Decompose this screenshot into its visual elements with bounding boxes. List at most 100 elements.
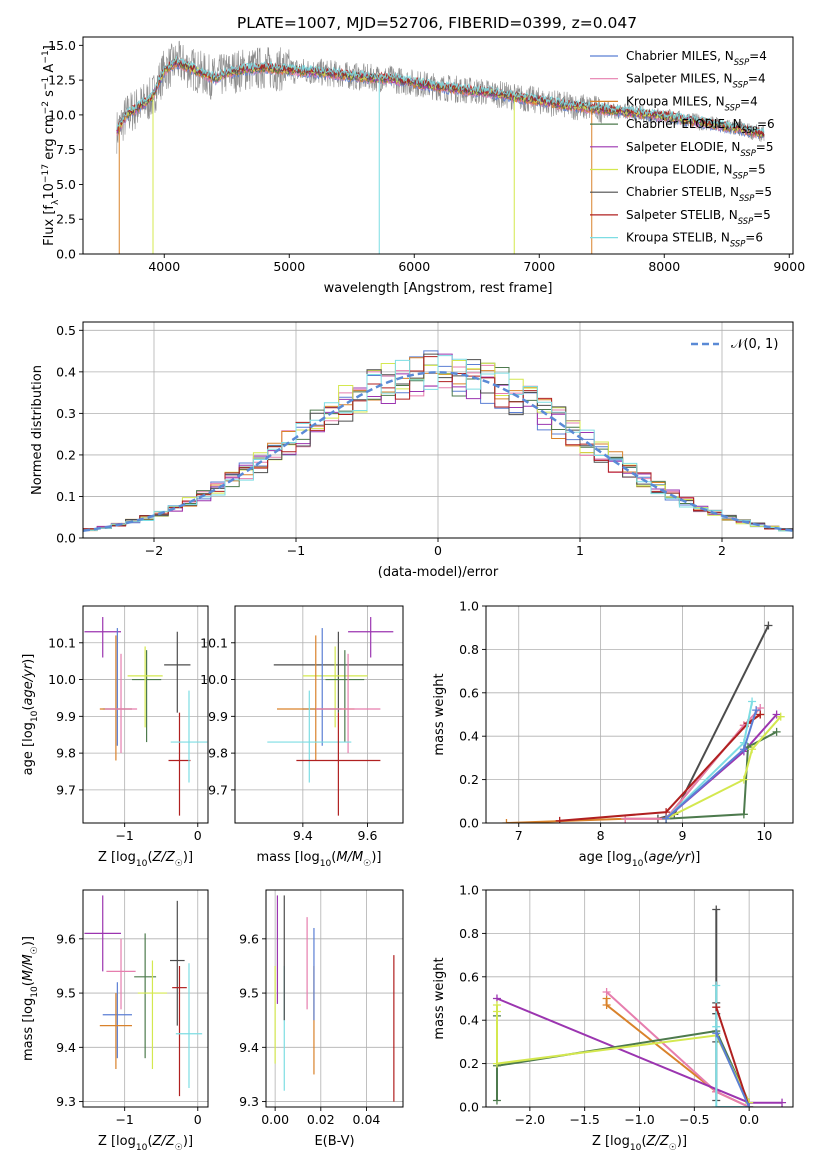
y-tick-label: 10.0 bbox=[48, 107, 76, 122]
massweight-line bbox=[715, 1032, 751, 1107]
mass-vs-Z-panel: −1 0 9.3 9.4 9.5 9.6 Z [log10(Z/Z☉)] mass [log1… bbox=[21, 889, 209, 1153]
massweight-marker bbox=[712, 1103, 721, 1107]
y-tick-label: 0.8 bbox=[459, 926, 479, 941]
x-axis-label: age [log10(age/yr)] bbox=[579, 850, 701, 869]
errorbar-point bbox=[84, 895, 122, 972]
x-tick-label: 8000 bbox=[648, 259, 680, 274]
massweight-marker bbox=[602, 1001, 611, 1010]
x-tick-label: 1 bbox=[576, 543, 584, 558]
mass-vs-EBV-plot-area bbox=[274, 895, 395, 1102]
y-tick-label: 9.6 bbox=[239, 931, 259, 946]
x-axis-label: Z [log10(Z/Z☉)] bbox=[98, 1134, 193, 1153]
massweight-marker bbox=[739, 745, 748, 754]
y-tick-label: 0.0 bbox=[56, 247, 76, 262]
y-tick-label: 0.4 bbox=[56, 364, 76, 379]
massweight-line bbox=[665, 716, 782, 820]
errorbar-point bbox=[164, 631, 191, 713]
figure-title: PLATE=1007, MJD=52706, FIBERID=0399, z=0… bbox=[237, 14, 637, 32]
y-tick-label: 9.9 bbox=[208, 709, 228, 724]
y-tick-label: 0.4 bbox=[459, 729, 479, 744]
y-tick-label: 1.0 bbox=[459, 883, 479, 898]
massweight-marker bbox=[772, 727, 781, 736]
y-tick-label: 0.6 bbox=[459, 969, 479, 984]
y-axis-label: Normed distribution bbox=[30, 365, 45, 495]
errorbar-point bbox=[168, 712, 191, 816]
age-vs-Z-panel: −1 0 9.7 9.8 9.9 10.0 10.1 Z [log10(Z/Z☉)] age [… bbox=[21, 605, 209, 869]
massweight-marker bbox=[772, 710, 781, 719]
legend-label: Kroupa STELIB, NSSP=6 bbox=[626, 231, 763, 249]
massweight-marker bbox=[748, 697, 757, 706]
massweight-vs-Z-panel: −2.0 −1.5 −1.0 −0.5 0.0 0.0 0.2 0.4 0.6 0.8 1.0 Z [… bbox=[432, 883, 794, 1153]
massweight-marker bbox=[748, 745, 757, 754]
x-tick-label: −1 bbox=[115, 1112, 133, 1127]
massweight-marker bbox=[756, 710, 765, 719]
x-tick-label: 4000 bbox=[148, 259, 180, 274]
errorbar-point bbox=[127, 646, 163, 728]
y-tick-label: 0.6 bbox=[459, 685, 479, 700]
legend-label: Chabrier STELIB, NSSP=5 bbox=[626, 185, 772, 203]
x-tick-label: 0.02 bbox=[307, 1112, 335, 1127]
spectrum-legend: Chabrier MILES, NSSP=4 Salpeter MILES, NS… bbox=[590, 49, 775, 249]
y-tick-label: 9.7 bbox=[208, 782, 228, 797]
massweight-vs-Z-plot-area bbox=[492, 905, 787, 1107]
normal-curve bbox=[83, 371, 793, 532]
x-tick-label: 5000 bbox=[273, 259, 305, 274]
model-spectrum-line bbox=[116, 55, 765, 133]
massweight-line bbox=[715, 1006, 751, 1107]
massweight-marker bbox=[502, 819, 511, 823]
errorbar-point bbox=[296, 712, 381, 816]
mass-vs-Z-frame bbox=[82, 889, 209, 1108]
x-tick-label: 0.00 bbox=[261, 1112, 289, 1127]
legend-label: Chabrier ELODIE, NSSP=6 bbox=[626, 117, 775, 135]
x-tick-label: 0 bbox=[194, 1112, 202, 1127]
observed-spectrum-line bbox=[116, 40, 765, 154]
errorbar-point bbox=[104, 653, 138, 754]
age-vs-mass-plot-area bbox=[267, 617, 403, 816]
errorbar-point bbox=[102, 982, 132, 1059]
residuals-panel: 𝒩(0, 1) −2 −1 0 1 2 0.0 0.1 0.2 0.3 0.4 0.5 (data-mo… bbox=[30, 321, 794, 580]
massweight-marker bbox=[778, 1098, 787, 1107]
x-tick-label: −1 bbox=[287, 543, 305, 558]
errorbar-point bbox=[106, 938, 136, 1010]
errorbar-point bbox=[170, 690, 208, 783]
massweight-marker bbox=[752, 706, 761, 715]
age-vs-mass-frame bbox=[234, 605, 404, 824]
y-tick-label: 0.5 bbox=[56, 323, 76, 338]
errorbar-point bbox=[267, 690, 352, 783]
massweight-marker bbox=[712, 1003, 721, 1012]
errorbar-point bbox=[169, 900, 185, 1026]
massweight-marker bbox=[764, 621, 773, 630]
y-tick-label: 12.5 bbox=[48, 73, 76, 88]
y-tick-label: 9.8 bbox=[56, 746, 76, 761]
y-tick-label: 0.2 bbox=[459, 772, 479, 787]
x-tick-label: 0 bbox=[434, 543, 442, 558]
y-axis-label: age [log10(age/yr)] bbox=[21, 654, 40, 776]
legend-label: 𝒩(0, 1) bbox=[731, 337, 778, 352]
age-vs-Z-frame bbox=[82, 605, 209, 824]
errorbar-point bbox=[99, 993, 132, 1070]
legend-label: Salpeter STELIB, NSSP=5 bbox=[626, 208, 771, 226]
y-tick-label: 9.5 bbox=[56, 986, 76, 1001]
y-tick-label: 0.0 bbox=[459, 1100, 479, 1115]
y-tick-label: 9.3 bbox=[239, 1094, 259, 1109]
residuals-plot-area bbox=[83, 350, 793, 532]
errorbar-point bbox=[137, 960, 168, 1070]
x-tick-label: 8 bbox=[597, 828, 605, 843]
spectrum-frame bbox=[82, 36, 794, 255]
y-tick-label: 10.1 bbox=[200, 635, 228, 650]
massweight-vs-age-plot-area bbox=[502, 621, 785, 823]
massweight-line bbox=[559, 713, 761, 822]
y-tick-label: 0.0 bbox=[56, 531, 76, 546]
massweight-vs-age-panel: 7 8 9 10 0.0 0.2 0.4 0.6 0.8 1.0 age [log10(age/yr… bbox=[432, 599, 794, 869]
mass-vs-EBV-panel: 0.00 0.02 0.04 9.3 9.4 9.5 9.6 E(B-V) bbox=[239, 889, 404, 1149]
errorbar-point bbox=[325, 650, 365, 743]
massweight-marker bbox=[492, 1059, 501, 1068]
y-tick-label: 0.4 bbox=[459, 1013, 479, 1028]
x-axis-label: Z [log10(Z/Z☉)] bbox=[592, 1134, 687, 1153]
y-tick-label: 10.1 bbox=[48, 635, 76, 650]
x-tick-label: −1.0 bbox=[624, 1112, 654, 1127]
y-tick-label: 0.2 bbox=[459, 1056, 479, 1071]
y-tick-label: 0.3 bbox=[56, 406, 76, 421]
y-tick-label: 0.0 bbox=[459, 816, 479, 831]
